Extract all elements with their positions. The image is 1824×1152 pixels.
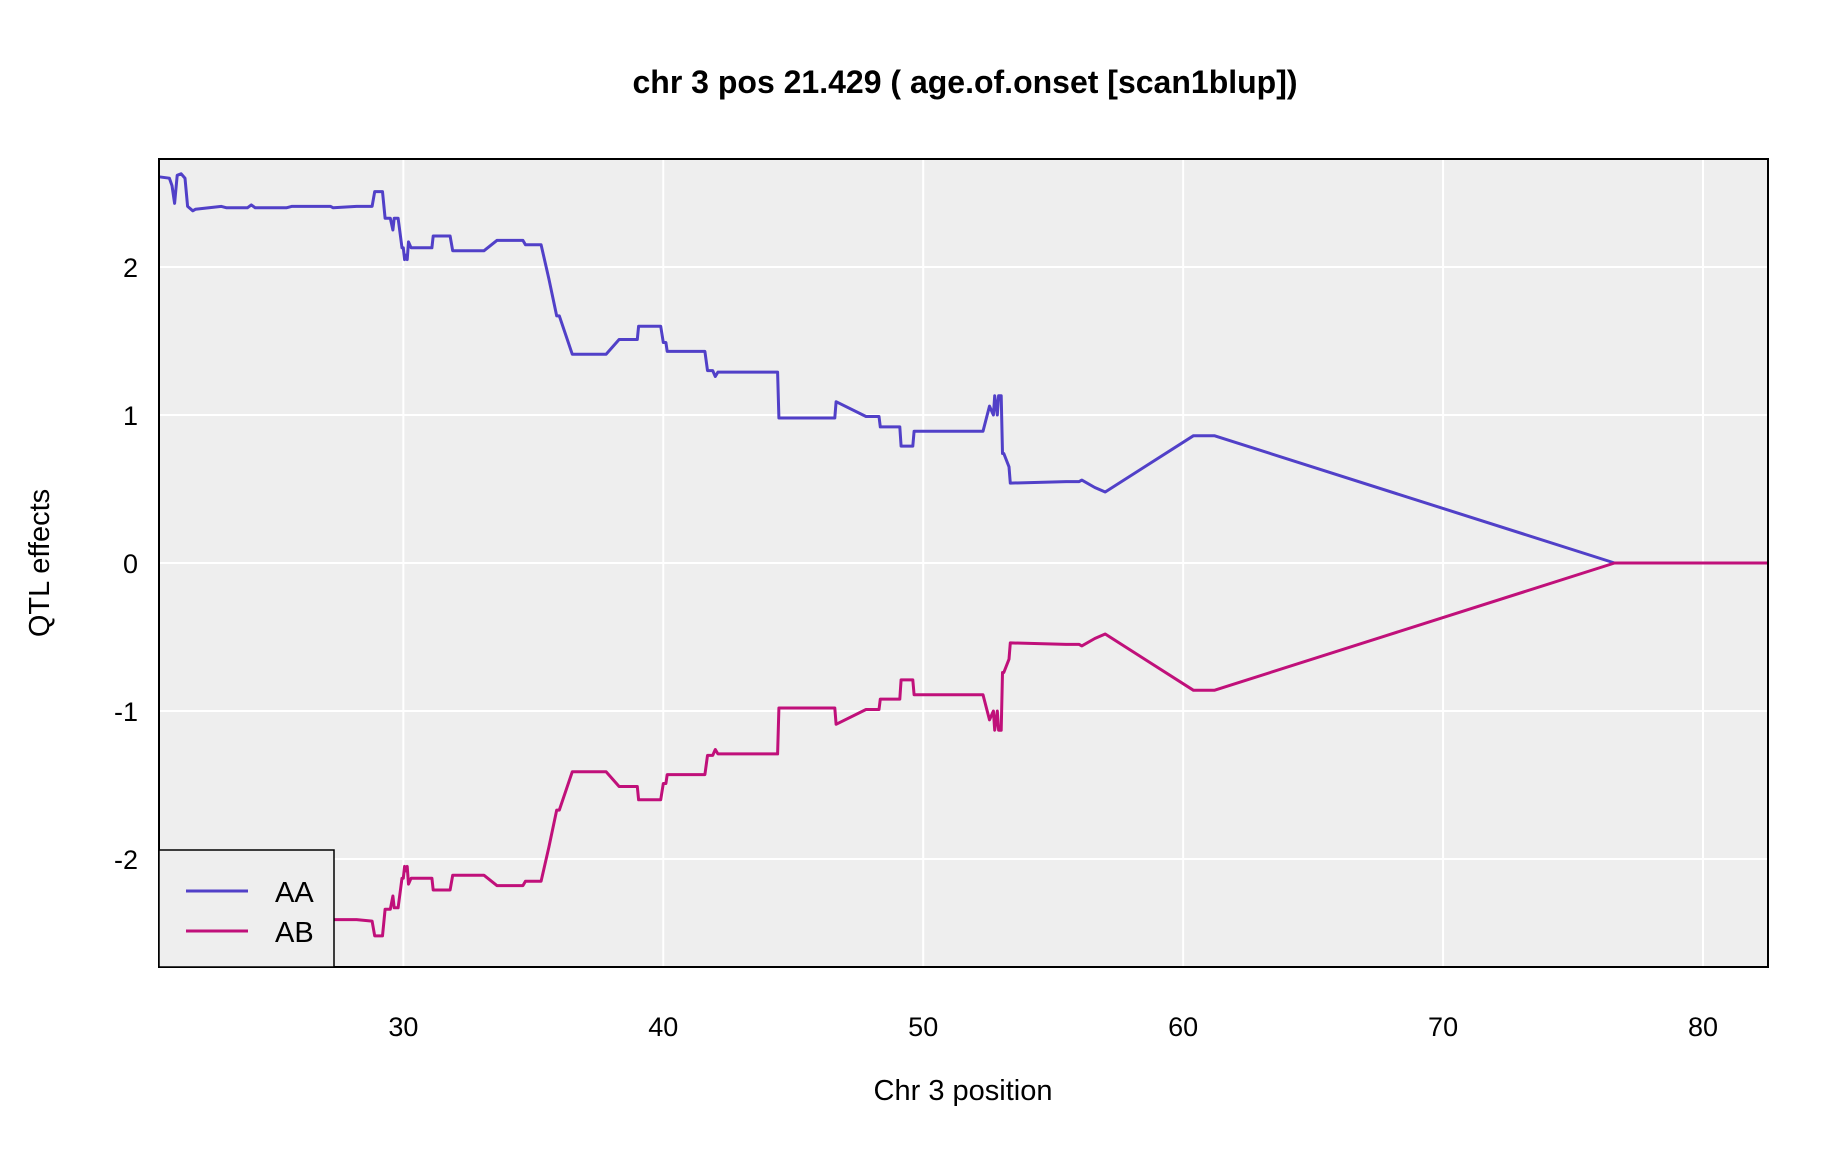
series-layer xyxy=(158,172,1768,938)
y-tick-label: -2 xyxy=(114,845,138,875)
y-axis: -2 -1 0 1 2 xyxy=(114,253,138,875)
x-tick-label: 40 xyxy=(648,1012,678,1042)
x-axis: 30 40 50 60 70 80 xyxy=(388,1012,1718,1042)
x-axis-label: Chr 3 position xyxy=(874,1075,1053,1107)
legend-label-aa: AA xyxy=(275,877,314,909)
grid-lines xyxy=(159,159,1768,967)
series-line-aa xyxy=(158,172,1768,565)
y-tick-label: 0 xyxy=(123,549,138,579)
y-tick-label: -1 xyxy=(114,697,138,727)
x-tick-label: 30 xyxy=(388,1012,418,1042)
y-axis-label: QTL effects xyxy=(24,489,56,637)
x-tick-label: 60 xyxy=(1168,1012,1198,1042)
x-tick-label: 80 xyxy=(1688,1012,1718,1042)
y-tick-label: 1 xyxy=(123,401,138,431)
series-line-ab xyxy=(324,561,1768,938)
legend-box xyxy=(158,849,335,968)
legend-label-ab: AB xyxy=(275,917,314,949)
legend: AA AB xyxy=(158,849,335,968)
x-tick-label: 50 xyxy=(908,1012,938,1042)
chart-title: chr 3 pos 21.429 ( age.of.onset [scan1bl… xyxy=(632,64,1297,100)
plot-frame xyxy=(158,158,1769,968)
x-tick-label: 70 xyxy=(1428,1012,1458,1042)
y-tick-label: 2 xyxy=(123,253,138,283)
